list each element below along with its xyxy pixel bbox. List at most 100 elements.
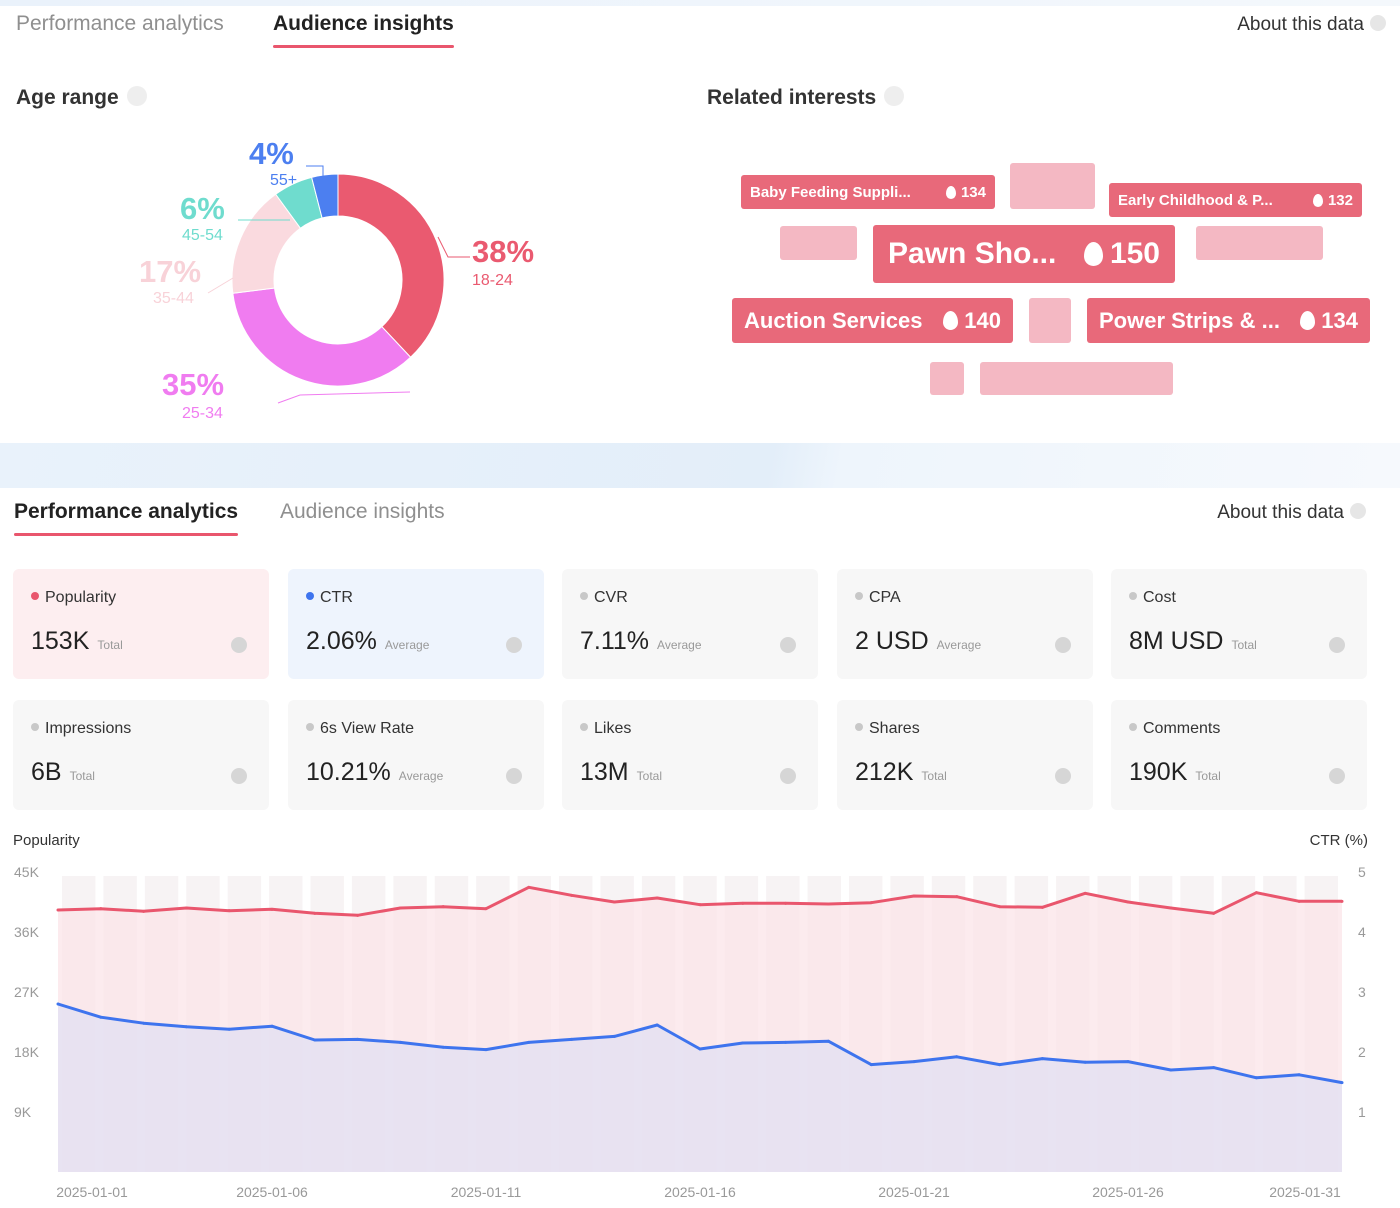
interest-tag-placeholder	[1196, 226, 1323, 260]
data-point-popularity	[612, 900, 616, 904]
metric-card-likes[interactable]: Likes 13M Total	[562, 700, 818, 810]
age-label-pct-55-plus: 4%	[249, 136, 294, 171]
metric-sub-label: Average	[657, 638, 702, 652]
data-point-ctr	[484, 1048, 488, 1052]
data-point-ctr	[313, 1038, 317, 1042]
data-point-ctr	[56, 1002, 60, 1006]
help-icon[interactable]	[1329, 637, 1345, 653]
metric-label: CVR	[580, 589, 628, 607]
data-point-popularity	[1212, 911, 1216, 915]
interest-tag-label: Pawn Sho...	[888, 237, 1057, 270]
tab-performance-analytics[interactable]: Performance analytics	[14, 500, 239, 536]
data-point-popularity	[227, 909, 231, 913]
metric-sub-label: Total	[1195, 769, 1221, 783]
data-point-popularity	[655, 896, 659, 900]
data-point-popularity	[784, 901, 788, 905]
metric-label: 6s View Rate	[306, 720, 414, 738]
tab-label: Performance analytics	[14, 500, 239, 523]
data-point-ctr	[441, 1045, 445, 1049]
help-icon[interactable]	[506, 637, 522, 653]
tab-audience-insights[interactable]: Audience insights	[280, 500, 445, 524]
help-icon[interactable]	[1350, 502, 1366, 519]
metric-label-text: Cost	[1143, 589, 1176, 606]
help-icon[interactable]	[231, 637, 247, 653]
metric-sub-label: Total	[636, 769, 662, 783]
tab-performance-analytics[interactable]: Performance analytics	[16, 12, 224, 36]
age-range-title-text: Age range	[16, 86, 119, 109]
help-icon[interactable]	[1055, 637, 1071, 653]
interest-tag-early-childhood[interactable]: Early Childhood & P... 132	[1109, 183, 1362, 217]
metric-sub-label: Total	[97, 638, 123, 652]
metric-label: CTR	[306, 589, 353, 607]
data-point-ctr	[826, 1039, 830, 1043]
help-icon[interactable]	[126, 86, 147, 107]
metric-card-shares[interactable]: Shares 212K Total	[837, 700, 1093, 810]
help-icon[interactable]	[1055, 768, 1071, 784]
data-point-ctr	[741, 1041, 745, 1045]
interest-score-value: 134	[1321, 307, 1358, 333]
age-label-range-18-24: 18-24	[472, 272, 513, 289]
data-point-ctr	[912, 1060, 916, 1064]
data-point-ctr	[356, 1037, 360, 1041]
data-point-ctr	[784, 1040, 788, 1044]
about-this-data-link[interactable]: About this data	[1237, 14, 1386, 36]
metric-card-6s-view-rate[interactable]: 6s View Rate 10.21% Average	[288, 700, 544, 810]
help-icon[interactable]	[231, 768, 247, 784]
data-point-ctr	[1126, 1060, 1130, 1064]
data-point-ctr	[527, 1040, 531, 1044]
data-point-popularity	[869, 901, 873, 905]
series-area-ctr	[58, 1004, 1342, 1172]
metric-value-text: 7.11%	[580, 627, 650, 655]
data-point-ctr	[1083, 1060, 1087, 1064]
data-point-popularity	[570, 893, 574, 897]
interest-tag-pawn-shops[interactable]: Pawn Sho... 150	[873, 225, 1175, 283]
interest-tag-label: Early Childhood & P...	[1118, 191, 1273, 209]
metric-value: 2 USD Average	[855, 627, 981, 656]
help-icon[interactable]	[780, 768, 796, 784]
interest-tag-placeholder	[980, 362, 1173, 395]
metric-value: 13M Total	[580, 758, 662, 787]
metric-card-cost[interactable]: Cost 8M USD Total	[1111, 569, 1367, 679]
metric-dot	[31, 592, 39, 600]
x-tick-label: 2025-01-31	[1269, 1184, 1341, 1200]
data-point-popularity	[1083, 891, 1087, 895]
interest-tag-auction-services[interactable]: Auction Services 140	[732, 298, 1013, 343]
interest-tag-baby-feeding[interactable]: Baby Feeding Suppli... 134	[741, 175, 995, 209]
donut-slice-18-24	[337, 173, 445, 358]
data-point-popularity	[1297, 899, 1301, 903]
metric-card-cvr[interactable]: CVR 7.11% Average	[562, 569, 818, 679]
metric-card-popularity[interactable]: Popularity 153K Total	[13, 569, 269, 679]
metric-sub-label: Total	[1231, 638, 1257, 652]
about-label: About this data	[1237, 14, 1364, 35]
flame-icon	[943, 311, 959, 330]
data-point-popularity	[527, 885, 531, 889]
metric-value-text: 190K	[1129, 758, 1188, 786]
age-label-range-45-54: 45-54	[182, 227, 223, 244]
x-tick-label: 2025-01-16	[664, 1184, 736, 1200]
help-icon[interactable]	[1329, 768, 1345, 784]
interest-tag-power-strips[interactable]: Power Strips & ... 134	[1087, 298, 1370, 343]
data-point-ctr	[1169, 1068, 1173, 1072]
data-point-popularity	[912, 894, 916, 898]
donut-leader-line-35-44	[207, 277, 234, 294]
donut-leader-line-18-24	[437, 236, 470, 258]
help-icon[interactable]	[506, 768, 522, 784]
tab-audience-insights[interactable]: Audience insights	[273, 12, 454, 48]
metric-card-ctr[interactable]: CTR 2.06% Average	[288, 569, 544, 679]
metric-label-text: Likes	[594, 720, 632, 737]
help-icon[interactable]	[1370, 14, 1386, 31]
data-point-ctr	[955, 1055, 959, 1059]
metric-card-comments[interactable]: Comments 190K Total	[1111, 700, 1367, 810]
metric-card-impressions[interactable]: Impressions 6B Total	[13, 700, 269, 810]
donut-leader-line-55-plus	[306, 165, 324, 208]
metric-label-text: Popularity	[45, 589, 117, 606]
metric-dot	[306, 723, 314, 731]
tab-label: Performance analytics	[16, 12, 224, 35]
age-range-title: Age range	[16, 86, 147, 110]
help-icon[interactable]	[780, 637, 796, 653]
y2-tick-label: 2	[1358, 1044, 1366, 1060]
metric-card-cpa[interactable]: CPA 2 USD Average	[837, 569, 1093, 679]
help-icon[interactable]	[884, 86, 905, 107]
about-this-data-link[interactable]: About this data	[1217, 502, 1366, 524]
x-tick-label: 2025-01-21	[878, 1184, 950, 1200]
